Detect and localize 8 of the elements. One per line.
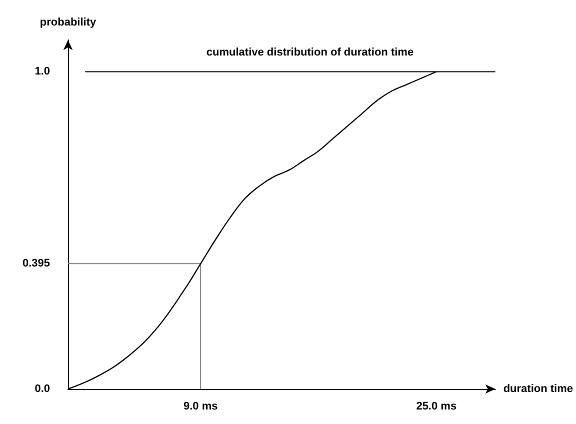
text: cumulative distribution of duration time	[206, 46, 414, 58]
y-tick-label: 0.395	[22, 258, 50, 270]
x-axis-title: duration time	[503, 383, 574, 395]
y-tick-label: 0.0	[34, 383, 50, 395]
x-tick-label: 9.0 ms	[183, 400, 218, 412]
x-tick-label: 25.0 ms	[416, 400, 457, 412]
y-axis-title: probability	[40, 16, 97, 28]
y-tick-label: 1.0	[34, 66, 50, 78]
